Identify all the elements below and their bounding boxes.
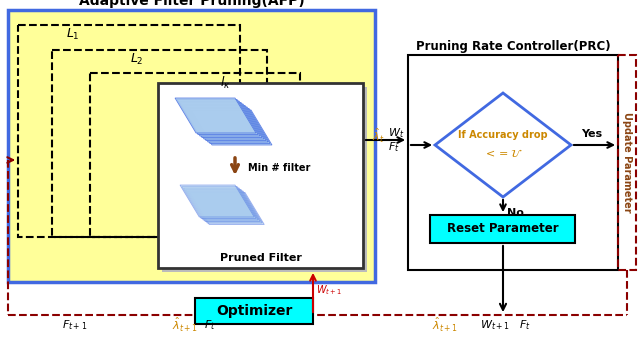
Polygon shape: [189, 108, 270, 143]
Text: $W_t$: $W_t$: [388, 126, 404, 140]
Text: No: No: [507, 208, 524, 218]
Text: Min # filter: Min # filter: [248, 163, 310, 173]
Text: $\hat{\lambda}_t$: $\hat{\lambda}_t$: [372, 127, 385, 145]
Text: Adaptive Filter Pruning(AFP): Adaptive Filter Pruning(AFP): [79, 0, 305, 8]
Bar: [18, 25, 240, 237]
Text: Pruning Rate Controller(PRC): Pruning Rate Controller(PRC): [416, 40, 611, 53]
Polygon shape: [191, 110, 272, 145]
Text: $<= \mathcal{U}$: $<= \mathcal{U}$: [483, 147, 523, 159]
Text: $F_t$: $F_t$: [388, 140, 400, 154]
Polygon shape: [188, 191, 262, 223]
Text: $\hat{\lambda}_{t+1}$: $\hat{\lambda}_{t+1}$: [432, 316, 458, 334]
Bar: [158, 83, 363, 268]
Text: $W_{t+1}$: $W_{t+1}$: [480, 318, 510, 332]
Text: $L_1$: $L_1$: [66, 27, 80, 42]
Text: $W_{t+1}$: $W_{t+1}$: [316, 283, 342, 297]
Bar: [430, 215, 575, 243]
Text: Optimizer: Optimizer: [216, 304, 292, 318]
Polygon shape: [180, 185, 254, 217]
Text: Update Parameter: Update Parameter: [622, 112, 632, 213]
Text: $L_2$: $L_2$: [130, 52, 144, 67]
Polygon shape: [183, 104, 264, 139]
Text: Pruned Filter: Pruned Filter: [220, 253, 301, 263]
Polygon shape: [175, 98, 256, 133]
Text: If Accuracy drop: If Accuracy drop: [458, 130, 548, 140]
Bar: [618, 55, 636, 270]
Text: $l_\kappa$: $l_\kappa$: [220, 75, 230, 91]
Text: $\hat{\lambda}_{t+1}$: $\hat{\lambda}_{t+1}$: [172, 316, 198, 334]
Bar: [195, 298, 313, 324]
Bar: [162, 87, 367, 272]
Text: $F_t$: $F_t$: [519, 318, 531, 332]
Polygon shape: [177, 100, 258, 135]
Text: $F_{t+1}$: $F_{t+1}$: [62, 318, 88, 332]
Bar: [52, 50, 267, 237]
Polygon shape: [185, 105, 266, 140]
Text: Yes: Yes: [581, 129, 602, 139]
Polygon shape: [184, 188, 259, 220]
Bar: [90, 73, 300, 237]
Bar: [408, 55, 618, 270]
Text: Reset Parameter: Reset Parameter: [447, 222, 558, 236]
Polygon shape: [179, 101, 260, 136]
Text: $F_t$: $F_t$: [204, 318, 216, 332]
Polygon shape: [186, 189, 260, 221]
Polygon shape: [187, 107, 268, 142]
Bar: [8, 10, 375, 282]
Polygon shape: [182, 187, 256, 219]
Polygon shape: [435, 93, 571, 197]
Polygon shape: [181, 102, 262, 137]
Polygon shape: [190, 192, 264, 224]
